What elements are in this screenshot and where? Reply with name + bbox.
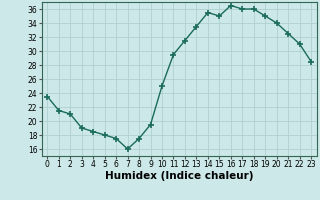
X-axis label: Humidex (Indice chaleur): Humidex (Indice chaleur) <box>105 171 253 181</box>
